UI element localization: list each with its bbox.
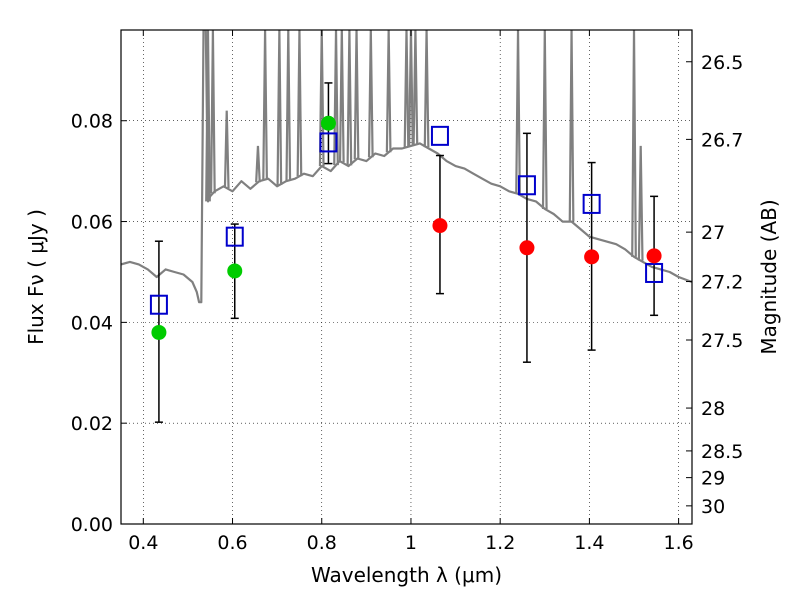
emission-line (423, 30, 430, 148)
spectrum-continuum (121, 30, 692, 304)
model-flux-square (582, 193, 601, 214)
emission-line (255, 145, 261, 183)
y-tick-label: 0.06 (71, 212, 113, 234)
emission-line (205, 30, 211, 202)
model-flux-square (517, 175, 536, 196)
emission-line (346, 30, 353, 166)
model-flux-square (645, 262, 664, 283)
x-tick-label: 1.6 (664, 532, 694, 554)
emission-line (515, 30, 521, 194)
red-data-point (432, 218, 448, 234)
emission-line (262, 30, 268, 180)
right-y-axis-label: Magnitude (AB) (757, 199, 781, 354)
emission-line (296, 30, 303, 177)
red-data-point (646, 248, 662, 264)
x-tick-label: 1.2 (485, 532, 515, 554)
emission-line (338, 30, 345, 163)
y-tick-label: 0.00 (71, 514, 113, 536)
x-tick-label: 1.4 (574, 532, 604, 554)
right-tick-label: 26.7 (701, 129, 743, 151)
x-tick-label: 0.8 (307, 532, 337, 554)
emission-line (276, 30, 283, 186)
model-flux-square (319, 132, 338, 153)
x-tick-label: 1 (405, 532, 417, 554)
model-flux-square (430, 125, 449, 146)
emission-line (541, 30, 548, 209)
spectrum (121, 30, 692, 304)
emission-line (223, 110, 230, 189)
right-tick-label: 27.2 (701, 272, 743, 294)
green-data-point (320, 115, 336, 131)
x-tick-label: 0.6 (217, 532, 247, 554)
emission-line (408, 30, 414, 146)
right-tick-label: 28 (701, 398, 725, 420)
right-tick-label: 30 (701, 496, 725, 518)
error-bars (154, 82, 659, 423)
emission-line (412, 30, 419, 145)
emission-line (385, 30, 392, 153)
emission-line (353, 30, 360, 160)
red-data-point (519, 240, 535, 256)
right-tick-label: 29 (701, 468, 725, 490)
emission-line (210, 30, 216, 194)
emission-line (367, 30, 374, 158)
right-tick-label: 28.5 (701, 441, 743, 463)
x-axis-label: Wavelength λ (μm) (311, 563, 502, 587)
right-tick-label: 27 (701, 222, 725, 244)
green-data-point (151, 324, 167, 340)
right-tick-label: 27.5 (701, 330, 743, 352)
x-tick-label: 0.4 (128, 532, 158, 554)
emission-line (637, 145, 644, 261)
markers (149, 115, 664, 340)
plot-frame (120, 29, 693, 525)
model-flux-square (149, 294, 168, 315)
right-tick-label: 26.5 (701, 52, 743, 74)
green-data-point (227, 263, 243, 279)
y-tick-label: 0.08 (71, 111, 113, 133)
y-tick-label: 0.02 (71, 413, 113, 435)
emission-line (403, 30, 410, 148)
emission-line (285, 30, 292, 181)
model-flux-square (225, 226, 244, 247)
red-data-point (584, 249, 600, 265)
y-axis-label: Flux Fν ( μJy ) (24, 209, 48, 345)
emission-line (568, 30, 575, 222)
axis-ticks: 0.4 0.6 0.8 1 1.2 1.4 1.6 0.00 0.02 0.04 0.06 0.08 2… (71, 30, 743, 554)
emission-line (631, 30, 637, 257)
y-tick-label: 0.04 (71, 312, 113, 334)
